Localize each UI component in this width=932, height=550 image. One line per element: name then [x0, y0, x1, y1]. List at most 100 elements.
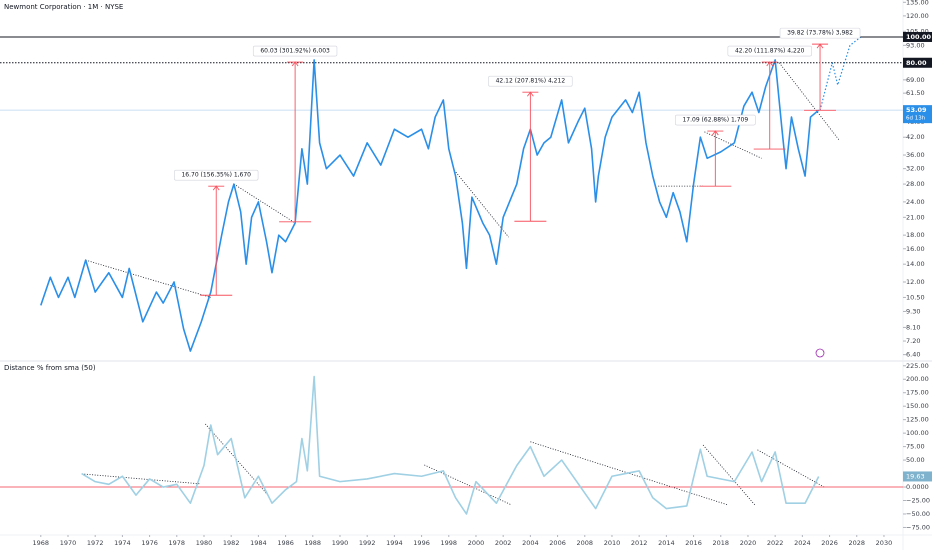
measure-label: 17.09 (62.88%) 1,709	[682, 117, 748, 124]
y-tick-label: 120.00	[906, 12, 929, 20]
y-tick-label: 100.00	[906, 429, 929, 437]
price-line	[819, 36, 862, 111]
x-tick-label: 1976	[141, 539, 158, 547]
x-tick-label: 2024	[794, 539, 811, 547]
x-tick-label: 1994	[386, 539, 403, 547]
y-tick-label: 9.30	[906, 307, 920, 315]
value-label: 19.63	[906, 472, 925, 480]
x-tick-label: 1980	[196, 539, 213, 547]
trendline	[233, 183, 296, 224]
y-tick-label: 93.00	[906, 41, 925, 49]
x-tick-label: 1986	[277, 539, 294, 547]
y-tick-label: 28.00	[906, 180, 925, 188]
measure-label: 42.12 (207.81%) 4,212	[496, 78, 566, 85]
x-tick-label: 1998	[441, 539, 458, 547]
measure-label: 42.20 (111.87%) 4,220	[735, 48, 805, 55]
y-tick-label: 200.00	[906, 375, 929, 383]
x-tick-label: 2018	[712, 539, 729, 547]
y-tick-label: 7.20	[906, 337, 920, 345]
level-box	[903, 31, 932, 42]
y-tick-label: 24.00	[906, 198, 925, 206]
y-tick-label: 32.00	[906, 165, 925, 173]
x-tick-label: 2026	[821, 539, 838, 547]
measure-label: 16.70 (156.35%) 1,670	[181, 172, 251, 179]
price-line	[81, 375, 820, 515]
y-tick-label: 36.00	[906, 151, 925, 159]
x-tick-label: 1984	[250, 539, 267, 547]
y-tick-label: 175.00	[906, 389, 929, 397]
x-tick-label: 1970	[60, 539, 77, 547]
y-tick-label: 125.00	[906, 416, 929, 424]
x-tick-label: 2014	[658, 539, 675, 547]
measure-label: 60.03 (301.92%) 6,003	[260, 48, 330, 55]
y-tick-label: 6.40	[906, 351, 920, 359]
x-tick-label: 1982	[223, 539, 240, 547]
price-box	[903, 105, 932, 124]
y-tick-label: 150.00	[906, 402, 929, 410]
x-tick-label: 1972	[87, 539, 104, 547]
y-tick-label: 18.00	[906, 231, 925, 239]
x-tick-label: 1992	[359, 539, 376, 547]
countdown-label: 6d 13h	[906, 116, 926, 122]
x-tick-label: 2020	[740, 539, 757, 547]
x-tick-label: 1968	[33, 539, 50, 547]
trendline	[778, 62, 840, 141]
measure-box	[252, 45, 338, 57]
level-box	[903, 57, 932, 68]
y-tick-label: 225.00	[906, 362, 929, 370]
x-tick-label: 2030	[876, 539, 893, 547]
y-tick-label: −75.00	[906, 523, 930, 531]
x-tick-label: 2022	[767, 539, 784, 547]
measure-box	[727, 45, 812, 57]
x-tick-label: 2004	[522, 539, 539, 547]
y-tick-label: 50.00	[906, 456, 925, 464]
x-tick-label: 2002	[495, 539, 512, 547]
event-icon[interactable]	[815, 348, 825, 358]
trendline	[702, 444, 756, 506]
measure-label: 39.82 (73.78%) 3,982	[787, 30, 853, 37]
x-tick-label: 2008	[577, 539, 594, 547]
y-tick-label: 14.00	[906, 260, 925, 268]
trendline	[84, 473, 200, 485]
x-tick-label: 1978	[169, 539, 186, 547]
y-tick-label: 69.00	[906, 76, 925, 84]
price-label: 53.09	[906, 106, 927, 114]
x-tick-label: 2028	[848, 539, 865, 547]
y-tick-label: 21.00	[906, 213, 925, 221]
y-tick-label: 16.00	[906, 245, 925, 253]
y-tick-label: 105.00	[906, 27, 929, 35]
x-tick-label: 1988	[305, 539, 322, 547]
price-line	[40, 59, 820, 352]
y-tick-label: 12.00	[906, 278, 925, 286]
y-tick-label: 8.10	[906, 323, 920, 331]
measure-box	[779, 27, 861, 39]
measure-box	[675, 114, 756, 126]
x-tick-label: 1974	[114, 539, 131, 547]
trendline	[530, 441, 728, 506]
y-tick-label: 10.50	[906, 293, 925, 301]
x-tick-label: 1996	[413, 539, 430, 547]
x-tick-label: 2006	[549, 539, 566, 547]
level-label: 80.00	[906, 59, 927, 67]
y-tick-label: 135.00	[906, 0, 929, 6]
y-tick-label: −50.00	[906, 510, 930, 518]
y-tick-label: −25.00	[906, 497, 930, 505]
x-tick-label: 2010	[604, 539, 621, 547]
measure-box	[174, 169, 259, 181]
y-tick-label: 61.50	[906, 89, 925, 97]
value-box	[903, 471, 932, 482]
measure-box	[488, 75, 573, 87]
y-tick-label: 42.00	[906, 133, 925, 141]
x-tick-label: 2000	[468, 539, 485, 547]
y-tick-label: 75.00	[906, 443, 925, 451]
level-label: 100.00	[906, 33, 932, 41]
trendline	[85, 259, 211, 298]
x-tick-label: 1990	[332, 539, 349, 547]
x-tick-label: 2016	[685, 539, 702, 547]
y-tick-label: 0.0000	[906, 483, 929, 491]
indicator-title: Distance % from sma (50)	[4, 364, 96, 372]
x-tick-label: 2012	[631, 539, 648, 547]
trendline	[704, 131, 762, 159]
